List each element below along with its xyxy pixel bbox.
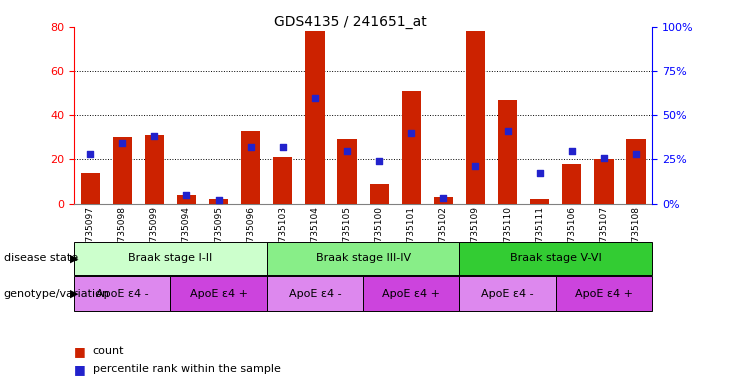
Bar [241, 131, 260, 204]
Bar [273, 157, 293, 204]
Point [470, 163, 482, 169]
Bar [113, 137, 132, 204]
Bar [498, 100, 517, 204]
Bar [209, 199, 228, 204]
Text: count: count [93, 346, 124, 356]
Point [84, 151, 96, 157]
Bar [144, 135, 164, 204]
Bar [402, 91, 421, 204]
Bar [466, 31, 485, 204]
Text: percentile rank within the sample: percentile rank within the sample [93, 364, 281, 374]
Text: ▶: ▶ [70, 253, 79, 263]
Text: Braak stage I-II: Braak stage I-II [128, 253, 213, 263]
Text: genotype/variation: genotype/variation [4, 289, 110, 299]
Bar [305, 31, 325, 204]
Point [534, 170, 545, 177]
Text: ApoE ε4 +: ApoE ε4 + [382, 289, 440, 299]
Bar [530, 199, 549, 204]
Text: Braak stage V-VI: Braak stage V-VI [510, 253, 602, 263]
Bar [370, 184, 389, 204]
Point [598, 154, 610, 161]
Text: ApoE ε4 +: ApoE ε4 + [575, 289, 633, 299]
Bar [594, 159, 614, 204]
Point [277, 144, 289, 150]
Text: ■: ■ [74, 345, 86, 358]
Bar [81, 173, 100, 204]
Point [405, 130, 417, 136]
Point [181, 192, 193, 198]
Point [630, 151, 642, 157]
Text: ApoE ε4 +: ApoE ε4 + [190, 289, 247, 299]
Bar [337, 139, 356, 204]
Point [566, 147, 578, 154]
Point [213, 197, 225, 203]
Text: GDS4135 / 241651_at: GDS4135 / 241651_at [274, 15, 427, 29]
Bar [433, 197, 453, 204]
Point [341, 147, 353, 154]
Point [502, 128, 514, 134]
Text: ▶: ▶ [70, 289, 79, 299]
Point [437, 195, 449, 201]
Point [309, 94, 321, 101]
Text: ■: ■ [74, 363, 86, 376]
Text: ApoE ε4 -: ApoE ε4 - [96, 289, 149, 299]
Point [373, 158, 385, 164]
Bar [562, 164, 582, 204]
Point [116, 141, 128, 147]
Bar [177, 195, 196, 204]
Bar [626, 139, 645, 204]
Text: ApoE ε4 -: ApoE ε4 - [481, 289, 534, 299]
Text: ApoE ε4 -: ApoE ε4 - [288, 289, 342, 299]
Text: disease state: disease state [4, 253, 78, 263]
Point [148, 133, 160, 139]
Text: Braak stage III-IV: Braak stage III-IV [316, 253, 411, 263]
Point [245, 144, 256, 150]
